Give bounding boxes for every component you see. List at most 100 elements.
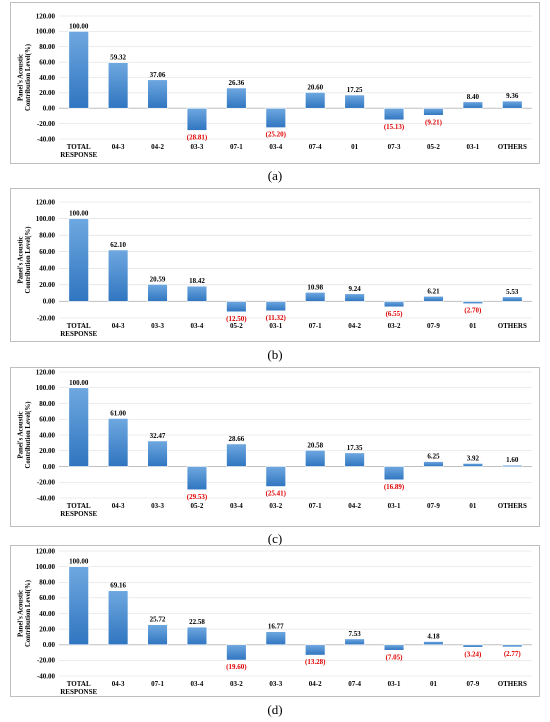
x-category-label: 04-3 (112, 322, 125, 330)
bar-total-response (68, 387, 89, 467)
x-category-label-line: 03-1 (388, 502, 401, 510)
data-label: 5.53 (506, 288, 519, 296)
y-tick-label: 40.00 (39, 74, 55, 82)
bar-04-3 (107, 590, 129, 646)
bar-07-1 (305, 292, 326, 302)
data-label: (6.55) (386, 310, 404, 318)
x-category-label-line: 01 (351, 143, 359, 151)
bar-others (502, 644, 523, 648)
bar-03-4 (226, 443, 247, 467)
x-category-label-line: 04-2 (309, 680, 322, 688)
panel-c-frame (10, 367, 540, 527)
x-category-label-line: 07-9 (427, 322, 440, 330)
x-category-label-line: 04-2 (151, 143, 164, 151)
y-axis-label-line: Panel's Acoustic (18, 411, 25, 458)
caption-c: (c) (267, 531, 283, 546)
y-tick-label: 60.00 (39, 416, 55, 424)
data-label: (2.70) (464, 307, 482, 315)
x-category-label: 01 (469, 322, 477, 330)
x-category-label: 07-1 (309, 502, 322, 510)
bar-07-9 (423, 461, 444, 467)
y-tick-label: -20.00 (37, 479, 56, 487)
x-category-label-line: RESPONSE (60, 688, 97, 696)
x-category-label: 07-9 (427, 322, 440, 330)
x-category-label-line: 07-1 (230, 143, 243, 151)
data-label: (11.32) (266, 314, 287, 322)
y-tick-label: 40.00 (39, 610, 55, 618)
x-category-label: 07-1 (230, 143, 243, 151)
y-tick-label: 80.00 (39, 579, 55, 587)
bar-04-2 (147, 79, 168, 109)
y-tick-label: -40.00 (37, 672, 56, 680)
x-category-label: 03-1 (269, 322, 282, 330)
x-category-label-line: 03-4 (191, 322, 204, 330)
x-category-label-line: 03-4 (191, 680, 204, 688)
bar-03-3 (265, 631, 286, 646)
bar-07-1 (305, 449, 326, 467)
x-category-label: 04-3 (112, 680, 125, 688)
x-category-label: 04-2 (348, 502, 361, 510)
bar-03-3 (186, 107, 208, 131)
data-label: 17.25 (347, 86, 363, 94)
x-category-label: 07-3 (388, 143, 401, 151)
data-label: 6.25 (427, 453, 440, 461)
y-axis-label-line: Panel's Acoustic (18, 54, 25, 101)
data-label: 20.59 (150, 275, 166, 283)
x-category-label: 07-9 (466, 680, 479, 688)
x-category-label-line: OTHERS (498, 322, 527, 330)
data-label: (12.50) (226, 315, 247, 323)
x-category-label-line: 03-3 (191, 143, 204, 151)
bar-01 (423, 641, 444, 646)
caption-b: (b) (267, 347, 283, 362)
bar-07-4 (305, 92, 326, 109)
x-category-label: OTHERS (498, 143, 527, 151)
y-axis-label-line: Contribution Level(%) (25, 401, 32, 468)
x-category-label: 07-4 (309, 143, 322, 151)
bar-03-2 (265, 466, 286, 487)
x-category-label-line: RESPONSE (60, 510, 97, 518)
data-label: 9.24 (349, 285, 362, 293)
data-label: (25.41) (266, 490, 287, 498)
x-category-label: 03-3 (269, 680, 282, 688)
y-axis-label-line: Contribution Level(%) (25, 44, 32, 111)
data-label: 59.32 (110, 54, 126, 62)
bar-03-1 (383, 644, 405, 651)
data-label: 10.98 (307, 283, 323, 291)
data-label: (9.21) (425, 118, 443, 126)
x-category-label-line: 03-3 (151, 502, 164, 510)
x-category-label: 04-2 (348, 322, 361, 330)
x-category-label-line: 03-4 (269, 143, 282, 151)
x-category-label-line: 03-1 (269, 322, 282, 330)
x-category-label: 04-3 (112, 502, 125, 510)
y-tick-label: -40.00 (37, 135, 56, 143)
data-label: 28.66 (229, 435, 245, 443)
data-label: 20.60 (307, 83, 323, 91)
x-category-label: 03-3 (151, 502, 164, 510)
x-category-label: 04-2 (151, 143, 164, 151)
data-label: 62.10 (110, 241, 126, 249)
bar-01 (344, 94, 365, 109)
data-label: 26.36 (229, 79, 245, 87)
x-category-label-line: TOTAL (67, 322, 91, 330)
bar-03-1 (383, 466, 405, 481)
x-category-label-line: 05-2 (191, 502, 204, 510)
x-category-label-line: 03-3 (269, 680, 282, 688)
y-axis-label: Panel's AcousticContribution Level(%) (18, 580, 32, 647)
x-category-label-line: OTHERS (498, 680, 527, 688)
bar-04-2 (305, 644, 326, 656)
x-category-label-line: 03-2 (388, 322, 401, 330)
bar-04-3 (107, 418, 129, 467)
x-category-label: TOTAL RESPONSE (60, 680, 97, 696)
x-category-label-line: 07-9 (466, 680, 479, 688)
bar-03-4 (186, 626, 208, 646)
x-category-label: TOTAL RESPONSE (60, 502, 97, 518)
y-tick-label: 120.00 (36, 198, 56, 206)
y-tick-label: 80.00 (39, 400, 55, 408)
x-category-label-line: 07-1 (309, 502, 322, 510)
bar-07-9 (423, 295, 444, 302)
y-tick-label: 80.00 (39, 231, 55, 239)
y-axis-label-line: Contribution Level(%) (25, 580, 32, 647)
x-category-label-line: 07-1 (309, 322, 322, 330)
x-category-label-line: 04-3 (112, 322, 125, 330)
